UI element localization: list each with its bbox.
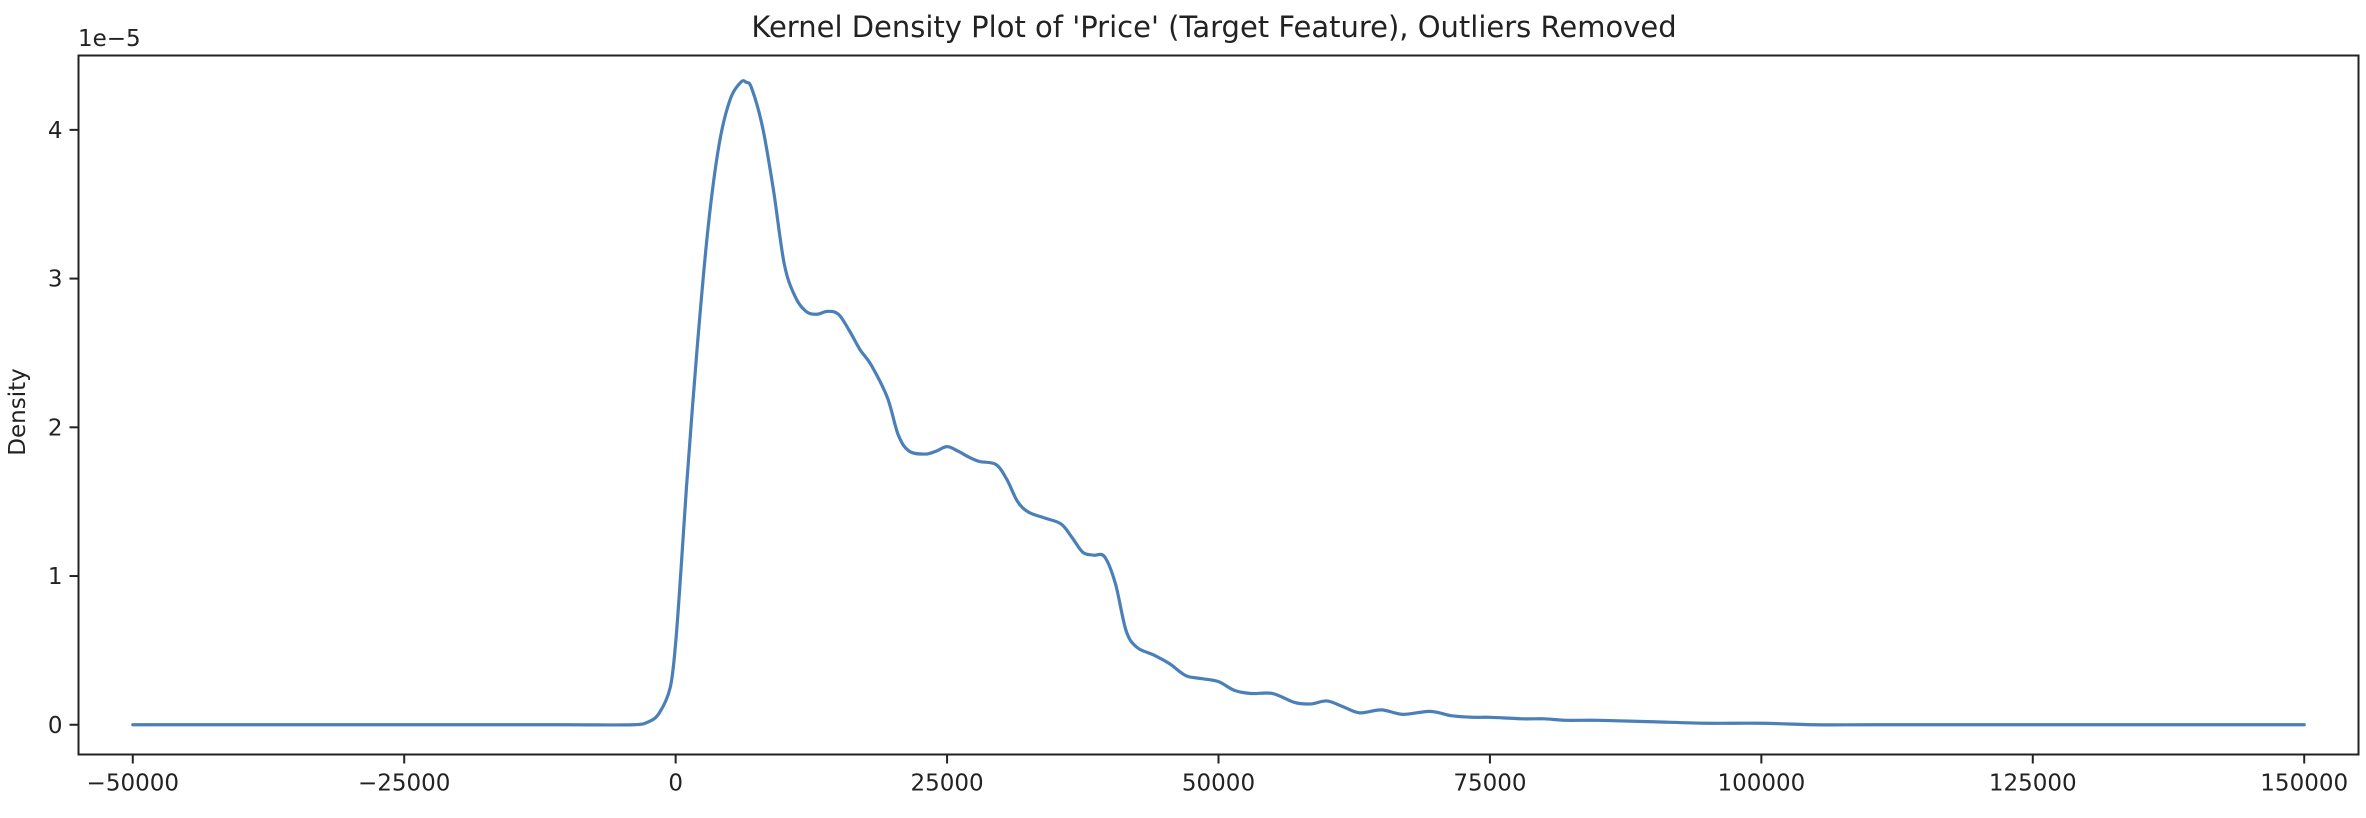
y-tick-label: 0	[48, 713, 63, 739]
x-tick-label: 75000	[1453, 771, 1526, 797]
chart-title: Kernel Density Plot of 'Price' (Target F…	[751, 10, 1676, 44]
x-tick-label: 0	[668, 771, 683, 797]
y-axis-label: Density	[5, 368, 31, 455]
y-offset-label: 1e−5	[78, 26, 141, 52]
x-tick-label: 100000	[1717, 771, 1805, 797]
density-line	[131, 79, 2306, 727]
x-tick-label: −25000	[358, 771, 450, 797]
plot-frame	[77, 54, 2360, 756]
y-tick-label: 3	[48, 267, 63, 293]
plot-area: −50000 −25000 0 25000 50000 75000 100000 125000…	[48, 79, 2348, 797]
x-tick-label: 50000	[1182, 771, 1255, 797]
y-tick-label: 1	[48, 564, 63, 590]
y-tick-label: 4	[48, 118, 63, 144]
x-tick-label: −50000	[87, 771, 179, 797]
x-tick-label: 125000	[1989, 771, 2077, 797]
y-tick-label: 2	[48, 415, 63, 441]
x-tick-label: 25000	[910, 771, 983, 797]
x-tick-label: 150000	[2260, 771, 2348, 797]
